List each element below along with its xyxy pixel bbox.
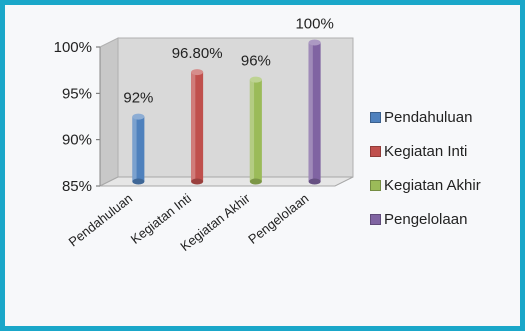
bar-base [191,178,204,185]
legend-item: Kegiatan Inti [370,134,481,168]
legend-label: Kegiatan Inti [384,142,468,160]
side-wall [99,37,119,187]
bars [132,39,321,185]
bar-highlight [308,42,313,182]
legend: Pendahuluan Kegiatan Inti Kegiatan Akhir… [370,100,481,236]
legend-item: Pendahuluan [370,100,481,134]
bar-top [308,39,321,46]
y-tick-label: 100% [54,39,92,56]
legend-label: Pendahuluan [384,108,473,126]
legend-swatch [370,213,381,225]
x-tick-label: Pendahuluan [66,191,136,250]
bar-base [132,178,145,185]
plot-walls [99,37,354,187]
bar-top [132,113,145,120]
data-labels: 92% 96.80% 96% 100% [123,16,333,107]
bar [249,76,262,185]
bar-highlight [191,72,196,182]
data-label: 100% [295,16,333,33]
y-tick-label: 90% [62,132,92,149]
bar-highlight [132,116,137,182]
legend-item: Pengelolaan [370,202,481,236]
bar [308,39,321,185]
data-label: 96% [241,53,271,70]
legend-swatch [370,145,381,157]
bar-highlight [249,79,255,182]
legend-swatch [370,179,381,191]
bar-top [191,69,204,76]
legend-label: Pengelolaan [384,210,468,228]
data-label: 96.80% [172,45,223,62]
y-tick-label: 95% [62,85,92,102]
legend-swatch [370,111,381,123]
bar-top [249,76,262,83]
x-tick-label: Pengelolaan [245,191,311,247]
floor [99,176,354,187]
y-axis: 85% 90% 95% 100% [54,39,101,195]
y-tick-label: 85% [62,178,92,195]
legend-item: Kegiatan Akhir [370,168,481,202]
bar-base [249,178,262,185]
bar [191,69,204,185]
bar-base [308,178,321,185]
legend-label: Kegiatan Akhir [384,176,481,194]
data-label: 92% [123,90,153,107]
bar [132,113,145,185]
